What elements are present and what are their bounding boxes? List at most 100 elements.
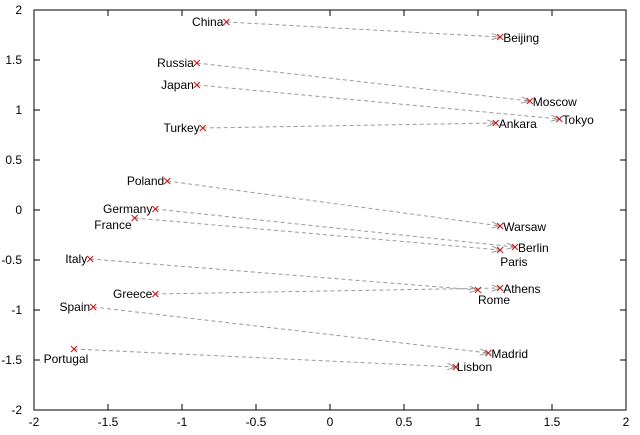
- point-label-poland: Poland: [127, 174, 164, 188]
- arrow-germany-berlin: [155, 208, 516, 248]
- marker-stroke: [496, 284, 504, 292]
- marker-stroke: [492, 119, 500, 127]
- marker-stroke: [199, 124, 207, 132]
- marker-stroke: [89, 303, 97, 311]
- marker-stroke: [163, 177, 171, 185]
- marker-italy: [86, 255, 94, 263]
- point-label-warsaw: Warsaw: [503, 220, 546, 234]
- marker-athens: [496, 284, 504, 292]
- x-tick-label: 0.5: [396, 415, 413, 429]
- point-label-france: France: [94, 218, 132, 232]
- marker-stroke: [193, 81, 201, 89]
- marker-ankara: [492, 119, 500, 127]
- marker-turkey: [199, 124, 207, 132]
- marker-stroke: [131, 214, 138, 222]
- marker-stroke: [556, 115, 563, 123]
- y-tick-label: -1: [11, 303, 22, 317]
- x-tick-label: -0.5: [246, 415, 267, 429]
- y-tick-label: 2: [15, 3, 22, 17]
- marker-warsaw: [496, 222, 504, 230]
- point-label-madrid: Madrid: [491, 347, 528, 361]
- axis-ticks: -2 -1.5 -1 -0.5 0 0.5 1 1.5 2 2 1.5 1 0.5 0 -0.5 -1 -1.5…: [1, 3, 629, 429]
- marker-france: [131, 214, 138, 222]
- point-label-tokyo: Tokyo: [562, 113, 594, 127]
- marker-stroke: [496, 246, 504, 254]
- marker-germany: [152, 205, 159, 213]
- arrow-layer: [73, 21, 561, 371]
- marker-japan: [193, 81, 201, 89]
- point-label-paris: Paris: [500, 255, 527, 269]
- x-tick-label: -1.5: [98, 415, 119, 429]
- marker-tokyo: [556, 115, 563, 123]
- x-tick-label: 0: [327, 415, 334, 429]
- point-label-layer: China Beijing Russia Moscow Japan Tokyo Turkey…: [44, 15, 594, 374]
- arrow-france-paris: [134, 217, 501, 251]
- x-tick-label: 2: [623, 415, 630, 429]
- marker-beijing: [496, 33, 504, 41]
- marker-moscow: [526, 97, 534, 105]
- marker-madrid: [485, 349, 492, 357]
- marker-stroke: [496, 222, 504, 230]
- y-tick-label: -1.5: [1, 353, 22, 367]
- y-tick-label: 1.5: [5, 53, 22, 67]
- arrow-italy-rome: [90, 258, 479, 291]
- marker-stroke: [496, 33, 504, 41]
- arrow-japan-tokyo: [196, 84, 560, 120]
- point-label-italy: Italy: [65, 252, 87, 266]
- marker-stroke: [152, 205, 159, 213]
- marker-stroke: [474, 286, 482, 294]
- y-tick-label: 1: [15, 103, 22, 117]
- marker-stroke: [86, 255, 94, 263]
- marker-lisbon: [452, 363, 460, 371]
- y-tick-label: -2: [11, 403, 22, 417]
- point-label-turkey: Turkey: [163, 121, 199, 135]
- point-label-portugal: Portugal: [44, 352, 89, 366]
- point-label-ankara: Ankara: [499, 117, 537, 131]
- arrow-poland-warsaw: [167, 180, 501, 227]
- marker-rome: [474, 286, 482, 294]
- x-tick-label: 1: [475, 415, 482, 429]
- point-label-beijing: Beijing: [503, 31, 539, 45]
- marker-stroke: [193, 59, 201, 67]
- x-tick-label: -1: [177, 415, 188, 429]
- x-tick-label: -2: [29, 415, 40, 429]
- marker-russia: [193, 59, 201, 67]
- marker-layer: [70, 18, 563, 371]
- arrow-spain-madrid: [93, 306, 489, 354]
- point-label-moscow: Moscow: [533, 95, 577, 109]
- y-tick-label: -0.5: [1, 253, 22, 267]
- point-label-greece: Greece: [113, 287, 153, 301]
- marker-stroke: [452, 363, 460, 371]
- arrow-turkey-ankara: [202, 122, 496, 129]
- arrow-russia-moscow: [196, 62, 530, 102]
- point-label-rome: Rome: [478, 293, 510, 307]
- x-tick-label: 1.5: [544, 415, 561, 429]
- y-tick-label: 0: [15, 203, 22, 217]
- point-label-germany: Germany: [103, 202, 152, 216]
- marker-spain: [89, 303, 97, 311]
- point-label-lisbon: Lisbon: [457, 360, 492, 374]
- arrow-china-beijing: [226, 21, 501, 38]
- arrow-portugal-lisbon: [73, 348, 456, 368]
- y-tick-label: 0.5: [5, 153, 22, 167]
- marker-stroke: [511, 243, 519, 251]
- marker-portugal: [70, 345, 78, 353]
- point-label-athens: Athens: [503, 282, 540, 296]
- marker-china: [223, 18, 230, 26]
- marker-stroke: [70, 345, 78, 353]
- marker-greece: [152, 290, 159, 298]
- point-label-japan: Japan: [161, 78, 194, 92]
- marker-stroke: [223, 18, 230, 26]
- marker-stroke: [485, 349, 492, 357]
- marker-stroke: [152, 290, 159, 298]
- point-label-spain: Spain: [59, 300, 90, 314]
- point-label-berlin: Berlin: [518, 241, 549, 255]
- marker-stroke: [526, 97, 534, 105]
- point-label-russia: Russia: [157, 56, 194, 70]
- marker-berlin: [511, 243, 519, 251]
- marker-paris: [496, 246, 504, 254]
- point-label-china: China: [192, 15, 224, 29]
- arrow-greece-athens: [155, 287, 501, 295]
- marker-poland: [163, 177, 171, 185]
